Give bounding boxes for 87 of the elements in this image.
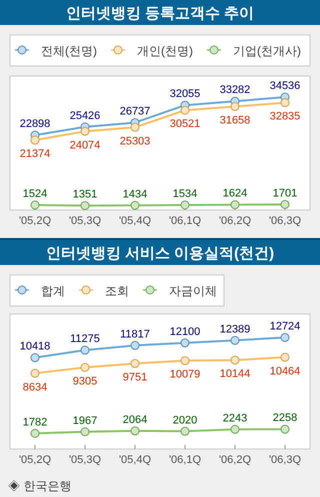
data-label: 2258 [272, 412, 298, 424]
point [130, 340, 140, 350]
point [230, 102, 240, 112]
x-tick-label: '06,2Q [218, 454, 252, 466]
x-tick-label: '05,3Q [68, 215, 102, 227]
data-label: 9751 [122, 372, 148, 384]
point [180, 338, 190, 348]
point [280, 352, 290, 362]
data-label: 1534 [172, 188, 198, 200]
data-label: 1624 [222, 188, 248, 200]
data-label: 10418 [20, 340, 50, 353]
x-tick-label: '06,3Q [268, 454, 302, 466]
legend-label: 개인(천명) [137, 44, 193, 58]
point [80, 362, 90, 372]
data-label: 12724 [270, 320, 300, 332]
point [80, 126, 90, 136]
x-tick-label: '05,4Q [118, 454, 152, 466]
point [130, 359, 140, 368]
data-label: 12100 [170, 326, 200, 338]
data-label: 1434 [122, 188, 148, 200]
point [230, 356, 240, 365]
legend-label: 자금이체 [169, 284, 217, 298]
point [230, 424, 240, 434]
data-label: 32835 [270, 110, 300, 123]
data-label: 34536 [270, 80, 300, 92]
data-label: 1351 [72, 188, 98, 201]
data-label: 12389 [220, 323, 250, 336]
legend-label: 기업(천개사) [233, 44, 301, 58]
chart-title: 인터넷뱅킹 서비스 이용실적(천건) [46, 245, 274, 262]
point [30, 368, 40, 378]
x-tick-label: '06,3Q [268, 215, 302, 227]
point [30, 200, 40, 210]
legend-label: 전체(천명) [41, 44, 97, 58]
data-label: 1524 [22, 188, 48, 200]
data-label: 32055 [170, 88, 200, 100]
data-label: 11275 [70, 333, 100, 346]
point [130, 200, 140, 210]
point [230, 336, 240, 345]
data-label: 25426 [70, 110, 100, 122]
x-tick-label: '06,1Q [168, 215, 202, 227]
text: ◈ 한국은행 [8, 479, 72, 493]
point [80, 346, 90, 355]
x-tick-label: '06,1Q [168, 454, 202, 466]
point [80, 201, 90, 210]
data-label: 24074 [70, 139, 100, 152]
data-label: 1782 [22, 416, 48, 428]
legend-label: 조회 [105, 284, 129, 298]
data-label: 11817 [120, 328, 150, 340]
data-label: 30521 [170, 118, 200, 130]
data-label: 9305 [72, 375, 98, 388]
point [230, 200, 240, 210]
x-tick-label: '05,2Q [18, 215, 52, 227]
data-label: 31658 [220, 114, 250, 127]
chart-title: 인터넷뱅킹 등록고객수 추이 [66, 5, 254, 22]
point [280, 424, 290, 434]
point [180, 106, 190, 115]
point [80, 427, 90, 436]
point [280, 98, 290, 108]
data-label: 26737 [120, 106, 150, 118]
point [280, 200, 290, 209]
data-label: 10144 [220, 368, 250, 380]
point [280, 332, 290, 342]
data-label: 2020 [172, 414, 198, 426]
data-label: 2064 [122, 414, 148, 426]
point [130, 122, 140, 132]
data-label: 10079 [170, 368, 200, 381]
data-label: 8634 [22, 381, 48, 394]
data-label: 1701 [272, 187, 298, 200]
x-tick-label: '05,3Q [68, 454, 102, 466]
data-label: 22898 [20, 118, 50, 130]
x-tick-label: '05,4Q [118, 215, 152, 227]
data-label: 33282 [220, 84, 250, 96]
data-label: 1967 [72, 414, 98, 427]
x-tick-label: '05,2Q [18, 454, 52, 466]
data-label: 2243 [222, 412, 248, 424]
point [130, 426, 140, 436]
data-label: 25303 [120, 135, 150, 148]
point [30, 353, 40, 362]
data-label: 21374 [20, 148, 50, 160]
point [180, 426, 190, 436]
data-label: 10464 [270, 365, 300, 378]
point [30, 428, 40, 438]
point [30, 136, 40, 145]
x-tick-label: '06,2Q [218, 215, 252, 227]
point [180, 356, 190, 366]
point [180, 200, 190, 210]
legend-label: 합계 [41, 284, 65, 298]
